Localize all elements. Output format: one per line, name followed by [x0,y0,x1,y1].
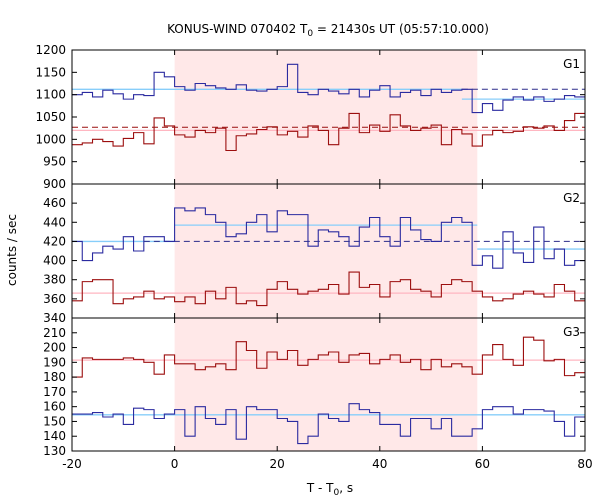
y-tick-label: 1000 [35,132,66,146]
y-tick-label: 150 [43,414,66,428]
blue-count-step-line [72,63,585,114]
y-tick-label: 200 [43,341,66,355]
panel-g2: 340 360 380 400 420 440 460 G2 [43,183,586,325]
y-tick-label: 170 [43,385,66,399]
y-tick-label: 340 [43,311,66,325]
y-tick-label: 360 [43,292,66,306]
x-tick-label: 60 [475,457,490,471]
panel-g1: 900 950 1000 1050 1100 1150 1200 G1 [35,43,586,191]
x-tick-label: 20 [270,457,285,471]
x-axis-label-main: T - T [306,481,334,495]
y-tick-label: 1050 [35,110,66,124]
y-tick-label: 950 [43,155,66,169]
y-tick-label: 130 [43,444,66,458]
y-tick-label: 460 [43,196,66,210]
shaded-interval [174,184,478,318]
y-tick-label: 1200 [35,43,66,57]
x-tick-label: 80 [577,457,592,471]
y-tick-label: 160 [43,400,66,414]
chart-title-subscript: 0 [307,29,313,39]
chart-title-rest: = 21430s UT (05:57:10.000) [313,22,489,36]
red-count-step-line [72,336,585,378]
y-tick-label: 1100 [35,88,66,102]
blue-count-step-line [72,207,585,269]
y-tick-label: 190 [43,355,66,369]
y-tick-label: 140 [43,429,66,443]
y-tick-label: 440 [43,215,66,229]
x-tick-label: -20 [62,457,82,471]
x-axis-label: T - T0, s [306,481,353,498]
y-tick-label: 420 [43,234,66,248]
panel-label: G2 [563,191,580,205]
blue-count-step-line [72,403,585,445]
x-tick-label: 40 [372,457,387,471]
y-tick-label: 210 [43,326,66,340]
x-axis-label-rest: , s [339,481,353,495]
panel-label: G3 [563,325,580,339]
panel-frame [71,317,586,452]
y-tick-label: 1150 [35,65,66,79]
red-count-step-line [72,271,585,307]
y-tick-label: 900 [43,177,66,191]
shaded-interval [174,318,478,451]
panel-label: G1 [563,57,580,71]
chart-title: KONUS-WIND 070402 T0 = 21430s UT (05:57:… [167,22,489,39]
x-tick-label: 0 [171,457,179,471]
y-axis-label: counts / sec [5,214,19,286]
panels-group: 90095010001050110011501200G1340360380400… [35,43,592,471]
shaded-interval [174,50,478,184]
red-count-step-line [72,112,585,152]
x-axis-label-subscript: 0 [334,488,340,498]
y-tick-label: 380 [43,273,66,287]
chart-title-main: KONUS-WIND 070402 T [167,22,308,36]
y-tick-label: 400 [43,254,66,268]
y-tick-label: 180 [43,370,66,384]
